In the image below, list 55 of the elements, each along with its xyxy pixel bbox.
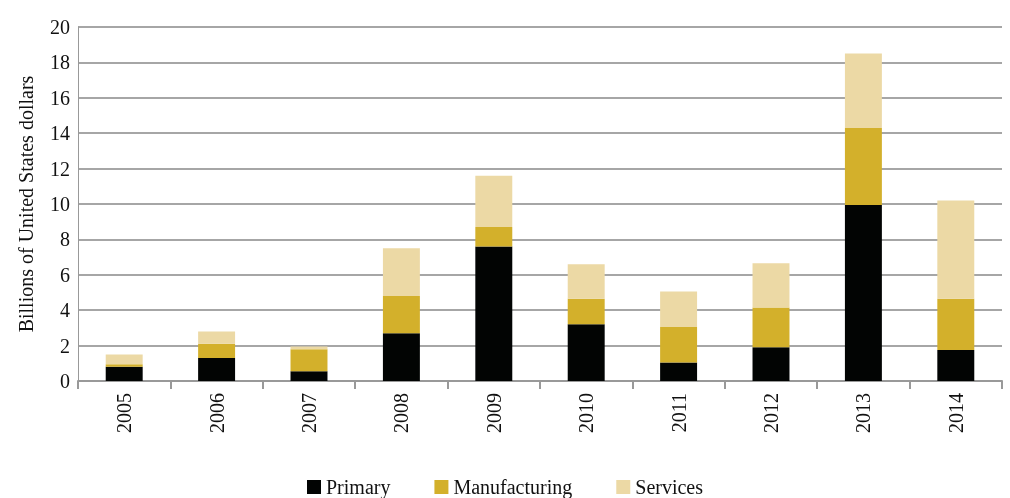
bar — [475, 246, 513, 381]
bar — [937, 200, 975, 299]
y-axis-title: Billions of United States dollars — [15, 75, 37, 333]
bar — [105, 364, 143, 367]
bar — [105, 366, 143, 381]
bar — [290, 349, 328, 372]
bar — [937, 298, 975, 351]
bar — [660, 362, 698, 381]
x-tick-label: 2007 — [298, 393, 320, 433]
y-tick-label: 12 — [50, 157, 70, 180]
bar — [567, 298, 605, 325]
bar — [567, 264, 605, 299]
bar — [475, 227, 513, 247]
bar — [844, 53, 882, 128]
bar — [844, 204, 882, 381]
y-tick-label: 14 — [50, 122, 70, 145]
x-tick-label: 2009 — [482, 393, 505, 433]
y-tick-label: 8 — [60, 228, 70, 251]
x-tick-label: 2006 — [205, 393, 228, 433]
y-tick-label: 2 — [60, 334, 70, 357]
bar — [752, 307, 790, 348]
bar — [567, 324, 605, 381]
y-tick-label: 10 — [50, 193, 70, 215]
bar — [660, 327, 698, 363]
bar — [198, 343, 236, 358]
legend-label: Services — [635, 476, 704, 498]
y-tick-label: 20 — [50, 16, 70, 38]
bar — [752, 263, 790, 308]
y-tick-label: 16 — [50, 86, 70, 109]
bar — [382, 296, 420, 334]
legend-label: Manufacturing — [453, 476, 573, 498]
x-tick-label: 2012 — [760, 393, 782, 433]
bar — [198, 357, 236, 381]
legend-label: Primary — [325, 476, 391, 498]
y-tick-label: 18 — [50, 51, 70, 74]
bar — [382, 248, 420, 297]
bar — [290, 346, 328, 350]
x-tick-label: 2014 — [944, 393, 967, 433]
x-tick-label: 2010 — [575, 393, 598, 433]
bar — [475, 175, 513, 228]
bar — [937, 350, 975, 381]
bar — [105, 354, 143, 365]
bar — [382, 333, 420, 381]
y-tick-label: 0 — [60, 370, 70, 392]
bar — [752, 347, 790, 381]
bar — [290, 371, 328, 381]
bar — [198, 331, 236, 344]
x-tick-label: 2008 — [390, 393, 413, 433]
bar — [660, 291, 698, 328]
x-tick-label: 2011 — [667, 393, 690, 433]
x-tick-label: 2005 — [113, 393, 136, 433]
y-tick-label: 6 — [60, 263, 70, 286]
y-tick-label: 4 — [60, 299, 70, 322]
bar — [844, 127, 882, 205]
x-tick-label: 2013 — [852, 393, 875, 433]
